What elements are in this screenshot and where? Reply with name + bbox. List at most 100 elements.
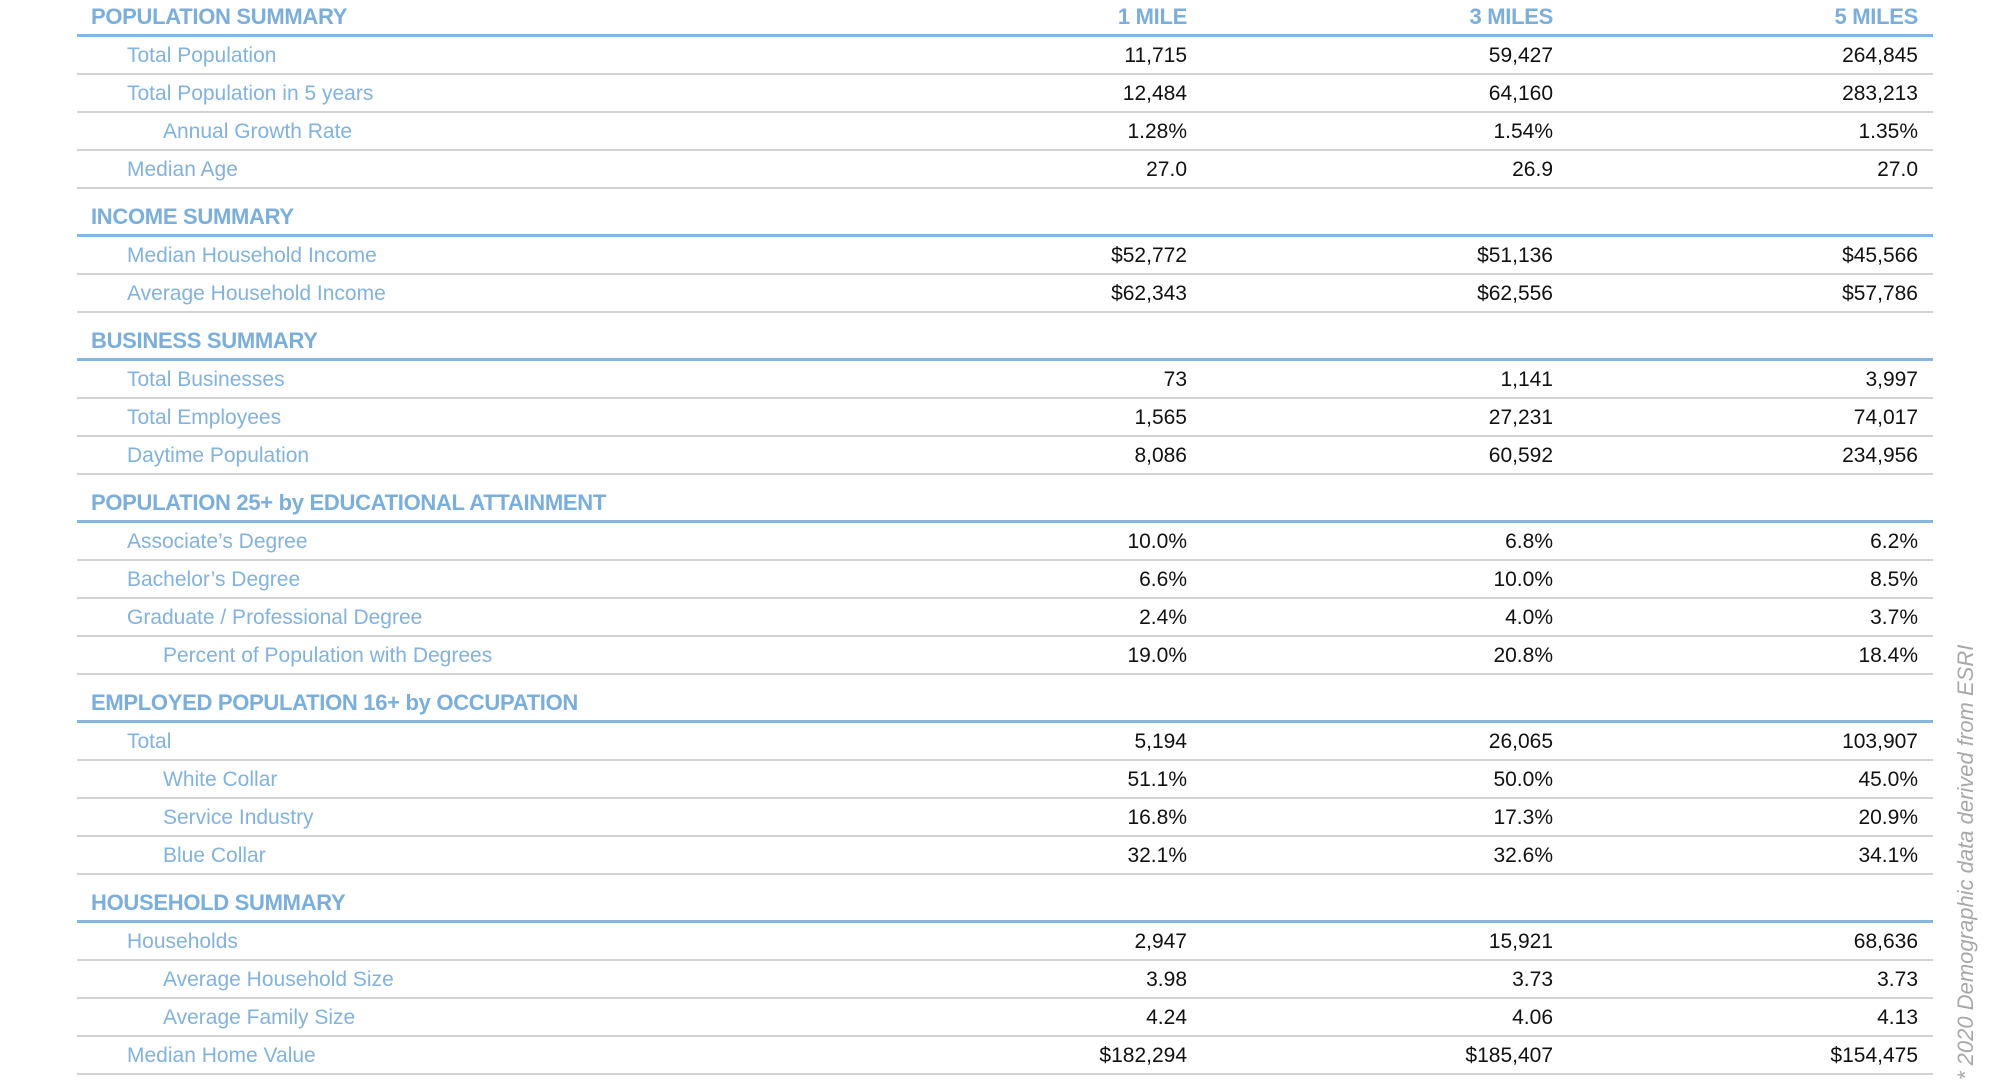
row-label: Service Industry	[163, 806, 314, 829]
cell-value: 27.0	[1877, 158, 1918, 181]
row-label: Median Household Income	[127, 244, 377, 267]
cell-value: 3.7%	[1870, 606, 1918, 629]
row-label: Total Businesses	[127, 368, 285, 391]
cell-value: 3.73	[1512, 968, 1553, 991]
row-label: Average Household Income	[127, 282, 386, 305]
cell-value: $62,343	[1111, 282, 1187, 305]
cell-value: $185,407	[1465, 1044, 1553, 1067]
section-header: HOUSEHOLD SUMMARY	[77, 875, 1933, 923]
section-title: POPULATION SUMMARY	[91, 4, 348, 29]
cell-value: 32.6%	[1493, 844, 1553, 867]
section-header: POPULATION SUMMARY 1 MILE 3 MILES 5 MILES	[77, 0, 1933, 37]
table-row: Daytime Population 8,086 60,592 234,956	[77, 437, 1933, 475]
cell-value: 4.0%	[1505, 606, 1553, 629]
cell-value: 5,194	[1134, 730, 1187, 753]
cell-value: 32.1%	[1127, 844, 1187, 867]
row-label: Associate’s Degree	[127, 530, 308, 553]
cell-value: 60,592	[1488, 444, 1553, 467]
cell-value: 26,065	[1488, 730, 1553, 753]
cell-value: 8,086	[1134, 444, 1187, 467]
cell-value: 8.5%	[1870, 568, 1918, 591]
column-header: 3 MILES	[1469, 4, 1554, 29]
row-label: Total Population	[127, 44, 277, 67]
cell-value: 27.0	[1146, 158, 1187, 181]
cell-value: 73	[1163, 368, 1187, 391]
table-row: White Collar 51.1% 50.0% 45.0%	[77, 761, 1933, 799]
cell-value: 3.73	[1877, 968, 1918, 991]
column-header: 5 MILES	[1834, 4, 1919, 29]
row-label: Total Population in 5 years	[127, 82, 374, 105]
cell-value: 10.0%	[1493, 568, 1553, 591]
cell-value: 1,141	[1500, 368, 1553, 391]
table-row: Median Home Value $182,294 $185,407 $154,47…	[77, 1037, 1933, 1075]
cell-value: 1,565	[1134, 406, 1187, 429]
demographics-table: POPULATION SUMMARY 1 MILE 3 MILES 5 MILES To…	[77, 0, 1933, 1075]
table-row: Service Industry 16.8% 17.3% 20.9%	[77, 799, 1933, 837]
section-header: INCOME SUMMARY	[77, 189, 1933, 237]
cell-value: 15,921	[1488, 930, 1553, 953]
table-row: Total Businesses 73 1,141 3,997	[77, 361, 1933, 399]
cell-value: 2,947	[1134, 930, 1187, 953]
cell-value: 17.3%	[1493, 806, 1553, 829]
cell-value: 68,636	[1853, 930, 1918, 953]
section-header: BUSINESS SUMMARY	[77, 313, 1933, 361]
cell-value: 16.8%	[1127, 806, 1187, 829]
cell-value: $57,786	[1842, 282, 1918, 305]
row-label: Annual Growth Rate	[163, 120, 353, 143]
table-row: Associate’s Degree 10.0% 6.8% 6.2%	[77, 523, 1933, 561]
cell-value: 20.9%	[1858, 806, 1918, 829]
table-row: Graduate / Professional Degree 2.4% 4.0% 3.…	[77, 599, 1933, 637]
section-title: HOUSEHOLD SUMMARY	[91, 890, 346, 915]
table-row: Total Employees 1,565 27,231 74,017	[77, 399, 1933, 437]
cell-value: 3,997	[1865, 368, 1918, 391]
row-label: Graduate / Professional Degree	[127, 606, 423, 629]
cell-value: $51,136	[1477, 244, 1553, 267]
cell-value: 18.4%	[1858, 644, 1918, 667]
table-row: Total Population 11,715 59,427 264,845	[77, 37, 1933, 75]
cell-value: 51.1%	[1127, 768, 1187, 791]
table-row: Annual Growth Rate 1.28% 1.54% 1.35%	[77, 113, 1933, 151]
cell-value: 10.0%	[1127, 530, 1187, 553]
section-title: POPULATION 25+ by EDUCATIONAL ATTAINMENT	[91, 490, 607, 515]
cell-value: 34.1%	[1858, 844, 1918, 867]
section-title: BUSINESS SUMMARY	[91, 328, 318, 353]
cell-value: 50.0%	[1493, 768, 1553, 791]
section-title: EMPLOYED POPULATION 16+ by OCCUPATION	[91, 690, 579, 715]
cell-value: 26.9	[1512, 158, 1553, 181]
row-label: Households	[127, 930, 238, 953]
cell-value: 264,845	[1842, 44, 1918, 67]
cell-value: 234,956	[1842, 444, 1918, 467]
cell-value: $45,566	[1842, 244, 1918, 267]
section-header: EMPLOYED POPULATION 16+ by OCCUPATION	[77, 675, 1933, 723]
cell-value: 59,427	[1488, 44, 1553, 67]
cell-value: 3.98	[1146, 968, 1187, 991]
cell-value: 1.35%	[1858, 120, 1918, 143]
table-row: Total Population in 5 years 12,484 64,160 2…	[77, 75, 1933, 113]
cell-value: 2.4%	[1139, 606, 1187, 629]
cell-value: $62,556	[1477, 282, 1553, 305]
table-row: Average Household Size 3.98 3.73 3.73	[77, 961, 1933, 999]
cell-value: 6.6%	[1139, 568, 1187, 591]
table-row: Average Family Size 4.24 4.06 4.13	[77, 999, 1933, 1037]
cell-value: 19.0%	[1127, 644, 1187, 667]
table-row: Total 5,194 26,065 103,907	[77, 723, 1933, 761]
column-header: 1 MILE	[1117, 4, 1187, 29]
row-label: Total Employees	[127, 406, 282, 429]
cell-value: 12,484	[1122, 82, 1187, 105]
cell-value: 27,231	[1488, 406, 1553, 429]
row-label: White Collar	[163, 768, 278, 791]
cell-value: $182,294	[1099, 1044, 1187, 1067]
cell-value: 103,907	[1842, 730, 1918, 753]
row-label: Median Age	[127, 158, 238, 181]
section-title: INCOME SUMMARY	[91, 204, 294, 229]
table-row: Median Household Income $52,772 $51,136 $45…	[77, 237, 1933, 275]
row-label: Percent of Population with Degrees	[163, 644, 493, 667]
cell-value: 45.0%	[1858, 768, 1918, 791]
section-header: POPULATION 25+ by EDUCATIONAL ATTAINMENT	[77, 475, 1933, 523]
cell-value: 4.24	[1146, 1006, 1187, 1029]
cell-value: 1.28%	[1127, 120, 1187, 143]
table-row: Bachelor’s Degree 6.6% 10.0% 8.5%	[77, 561, 1933, 599]
table-row: Households 2,947 15,921 68,636	[77, 923, 1933, 961]
cell-value: 283,213	[1842, 82, 1918, 105]
row-label: Average Family Size	[163, 1006, 356, 1029]
